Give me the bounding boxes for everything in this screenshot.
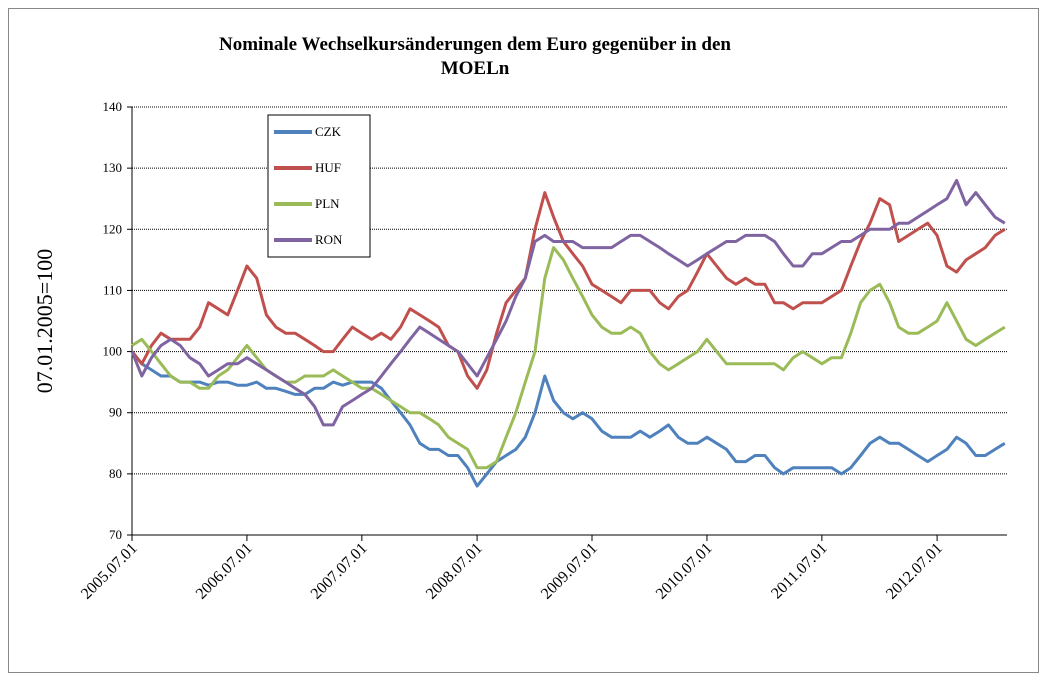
series-line <box>130 191 1006 390</box>
y-tick-label: 70 <box>109 527 122 542</box>
chart-border <box>8 8 1039 673</box>
legend-label: CZK <box>315 124 342 139</box>
chart-title: MOELn <box>441 58 510 79</box>
legend-label: PLN <box>315 196 340 211</box>
chart-title: Nominale Wechselkursänderungen dem Euro … <box>219 34 731 55</box>
series-line <box>130 350 1006 488</box>
y-axis-label: 07.01.2005=100 <box>32 249 57 393</box>
series-line <box>130 178 1006 427</box>
y-tick-label: 130 <box>103 160 123 175</box>
y-tick-label: 100 <box>103 344 123 359</box>
y-tick-label: 140 <box>103 99 123 114</box>
y-tick-label: 80 <box>109 466 122 481</box>
legend-label: HUF <box>315 160 341 175</box>
y-tick-label: 120 <box>103 221 123 236</box>
y-tick-label: 110 <box>103 282 122 297</box>
legend-box <box>267 114 371 258</box>
y-tick-label: 90 <box>109 405 122 420</box>
legend-label: RON <box>315 232 343 247</box>
